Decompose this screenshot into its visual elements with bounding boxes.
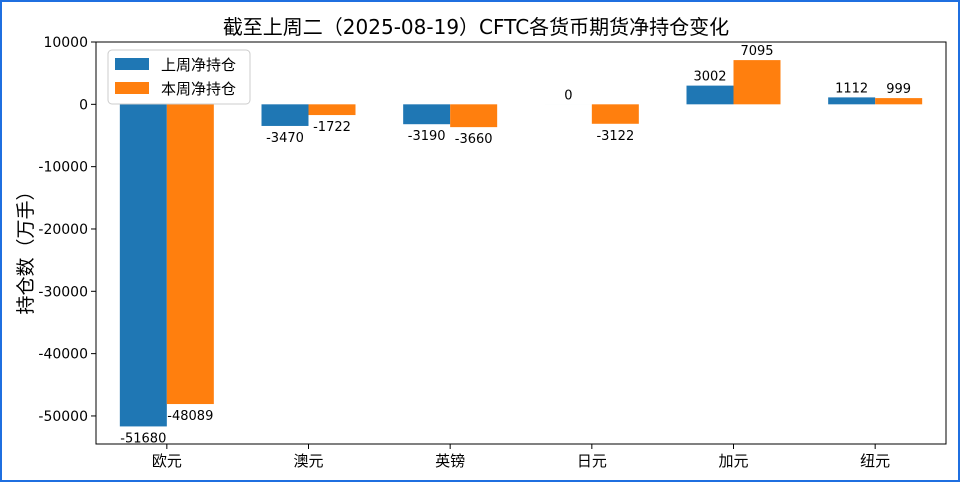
x-tick-label: 加元 xyxy=(718,452,748,470)
bars-layer xyxy=(119,60,923,427)
legend-entry: 本周净持仓 xyxy=(161,80,236,98)
data-label: 3002 xyxy=(693,70,726,85)
data-label: -3122 xyxy=(596,129,634,144)
x-tick-label: 纽元 xyxy=(860,452,890,470)
y-tick-label: 10000 xyxy=(43,35,88,51)
bar-last-week xyxy=(119,104,167,427)
x-tick-label: 日元 xyxy=(577,452,607,470)
bar-this-week xyxy=(875,98,923,105)
x-tick-label: 欧元 xyxy=(152,452,182,470)
legend-swatch xyxy=(115,58,149,70)
y-axis-label: 持仓数（万手） xyxy=(15,181,37,314)
data-label: -48089 xyxy=(167,409,213,424)
bar-this-week xyxy=(308,104,356,116)
data-label: 0 xyxy=(564,88,572,103)
data-label: -1722 xyxy=(313,120,351,135)
legend-swatch xyxy=(115,82,149,94)
data-label: 1112 xyxy=(835,81,868,96)
data-label: 999 xyxy=(886,82,911,97)
y-tick-label: -50000 xyxy=(38,409,88,425)
bar-this-week xyxy=(591,104,639,124)
data-labels-layer: -51680-48089 -3470 -1722 -3190 -3660 0 -3122 30… xyxy=(120,44,911,446)
bar-this-week xyxy=(450,104,498,128)
data-label: -51680 xyxy=(120,431,166,446)
bar-last-week xyxy=(828,97,876,105)
bar-last-week xyxy=(403,104,451,125)
bar-this-week xyxy=(733,60,781,105)
legend-entry: 上周净持仓 xyxy=(161,56,236,74)
data-label: -3190 xyxy=(408,129,446,144)
bar-last-week xyxy=(261,104,309,126)
plot-frame xyxy=(95,41,947,445)
data-label: -3470 xyxy=(266,131,304,146)
y-tick-label: -20000 xyxy=(38,222,88,238)
y-tick-label: -30000 xyxy=(38,284,88,300)
bar-this-week xyxy=(166,104,214,405)
x-tick-label: 澳元 xyxy=(293,452,323,470)
axes-layer: 10000 0 -10000 -20000 -30000 -40000 -50000 欧元 澳元… xyxy=(38,35,947,470)
chart-title: 截至上周二（2025-08-19）CFTC各货币期货净持仓变化 xyxy=(223,15,729,39)
data-label: 7095 xyxy=(740,44,773,59)
data-label: -3660 xyxy=(455,132,493,147)
x-tick-label: 英镑 xyxy=(435,452,465,470)
y-tick-label: -10000 xyxy=(38,160,88,176)
y-tick-label: 0 xyxy=(79,97,88,113)
bar-last-week xyxy=(686,85,734,105)
y-tick-label: -40000 xyxy=(38,347,88,363)
